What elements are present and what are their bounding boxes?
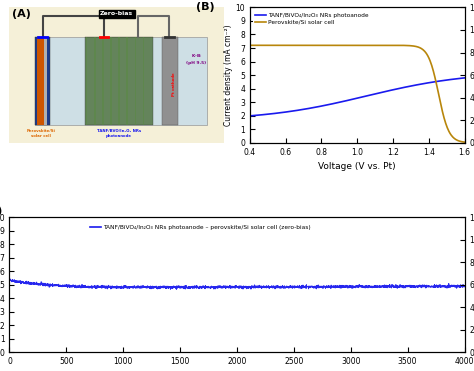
Text: Perovskite/Si
solar cell: Perovskite/Si solar cell [26,129,55,138]
Bar [84,37,153,125]
Legend: TANF/BiVO₄/In₂O₃ NRs photoanode – perovskite/Si solar cell (zero-bias): TANF/BiVO₄/In₂O₃ NRs photoanode – perovs… [88,223,313,233]
Text: Zero-bias: Zero-bias [100,12,133,16]
Text: (A): (A) [12,9,30,19]
Bar [127,37,128,125]
Text: (C): (C) [0,206,3,216]
Y-axis label: Current density (mA cm⁻²): Current density (mA cm⁻²) [224,24,233,126]
Legend: TANF/BiVO₄/In₂O₃ NRs photoanode, Perovskite/Si solar cell: TANF/BiVO₄/In₂O₃ NRs photoanode, Perovsk… [253,10,371,27]
X-axis label: Voltage (V vs. Pt): Voltage (V vs. Pt) [319,162,396,171]
Bar [35,37,50,125]
Text: Pt cathode: Pt cathode [172,73,175,96]
Bar [35,37,207,125]
Bar [94,37,96,125]
Bar [143,37,145,125]
Text: K-B$_i$
(pH 9.5): K-B$_i$ (pH 9.5) [186,53,206,65]
Bar [37,37,45,125]
Text: (B): (B) [196,2,215,12]
Bar [135,37,137,125]
Bar [102,37,104,125]
Bar [110,37,112,125]
Bar [44,37,47,125]
Text: TANF/BVO/In₂O₃ NRs
photoanode: TANF/BVO/In₂O₃ NRs photoanode [97,129,141,138]
Bar [162,37,178,125]
Bar [118,37,120,125]
Bar [86,37,87,125]
